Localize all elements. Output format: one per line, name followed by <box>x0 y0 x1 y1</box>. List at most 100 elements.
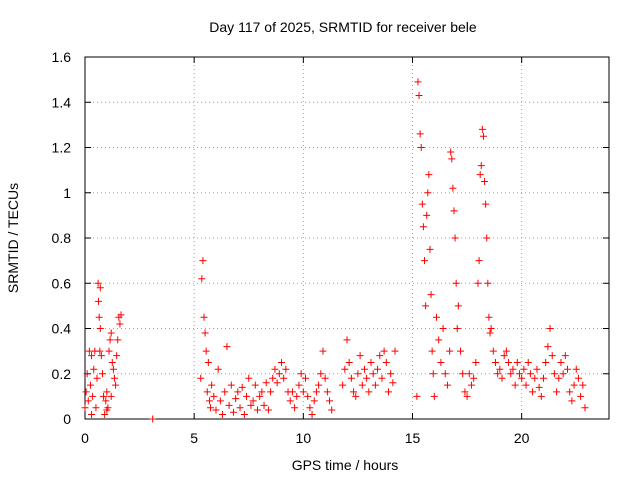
data-point <box>275 370 283 378</box>
data-point <box>271 365 279 373</box>
data-point <box>269 374 277 382</box>
data-point <box>474 279 482 287</box>
data-point <box>498 374 506 382</box>
data-point <box>572 365 580 373</box>
data-point <box>557 358 565 366</box>
data-point <box>105 347 113 355</box>
data-point <box>278 358 285 366</box>
data-point <box>256 392 264 400</box>
data-point <box>555 374 563 382</box>
data-point <box>238 383 246 391</box>
data-point <box>389 379 397 387</box>
data-point <box>89 392 97 400</box>
data-point <box>109 365 117 373</box>
data-point <box>454 302 462 310</box>
data-point <box>484 279 492 287</box>
y-tick-label: 0.6 <box>52 275 72 291</box>
data-point <box>439 325 447 332</box>
data-point <box>447 148 455 156</box>
data-point <box>544 343 552 351</box>
data-point <box>437 358 445 366</box>
data-point <box>451 234 459 242</box>
data-point <box>240 410 248 418</box>
data-point <box>363 374 371 382</box>
data-point <box>371 381 379 389</box>
x-tick-label: 0 <box>81 430 89 446</box>
data-point <box>443 381 451 389</box>
data-point <box>548 352 556 360</box>
data-point <box>293 392 301 400</box>
data-point <box>526 370 534 378</box>
data-point <box>542 358 550 366</box>
data-point <box>280 374 288 382</box>
data-point <box>524 358 532 366</box>
data-point <box>581 404 589 412</box>
data-point <box>258 388 266 396</box>
data-point <box>102 397 110 405</box>
data-point <box>282 365 290 373</box>
data-point <box>350 388 358 396</box>
data-point <box>453 325 461 332</box>
data-point <box>535 383 543 391</box>
data-point <box>308 410 316 418</box>
data-point <box>117 311 125 319</box>
data-point <box>343 336 351 344</box>
data-point <box>367 358 375 366</box>
data-point <box>262 379 270 387</box>
data-point <box>505 358 513 366</box>
data-point <box>234 388 242 396</box>
data-point <box>219 410 227 418</box>
x-tick-label: 20 <box>514 430 530 446</box>
data-point <box>496 365 504 373</box>
data-point <box>103 406 111 414</box>
data-point <box>323 388 331 396</box>
data-point <box>507 370 515 378</box>
data-point <box>419 223 427 231</box>
data-point <box>424 189 432 197</box>
data-point <box>95 297 103 305</box>
data-point <box>291 404 299 412</box>
data-point <box>374 365 382 373</box>
data-point <box>470 374 478 382</box>
data-point <box>310 397 318 405</box>
data-point <box>253 406 261 414</box>
data-point <box>487 325 495 332</box>
data-point <box>243 392 251 400</box>
data-point <box>202 347 210 355</box>
data-point <box>352 392 360 400</box>
data-point <box>500 352 508 360</box>
data-point <box>358 381 366 389</box>
data-point <box>426 245 434 253</box>
data-point <box>236 404 244 412</box>
data-point <box>199 257 207 265</box>
data-point <box>481 177 489 185</box>
data-point <box>378 374 386 382</box>
data-point <box>315 381 323 389</box>
data-point <box>317 370 325 378</box>
data-point <box>391 347 399 355</box>
data-point <box>96 347 104 355</box>
data-point <box>537 392 545 400</box>
data-point <box>564 365 572 373</box>
data-point <box>515 370 523 378</box>
data-point <box>422 302 430 310</box>
data-point <box>448 155 456 163</box>
data-point <box>95 313 103 321</box>
data-point <box>430 392 438 400</box>
data-point <box>203 388 211 396</box>
data-point <box>101 410 109 418</box>
data-point <box>299 388 307 396</box>
data-point <box>561 352 569 360</box>
data-point <box>413 392 421 400</box>
data-point <box>486 329 494 337</box>
data-point <box>414 78 422 86</box>
x-axis-title: GPS time / hours <box>292 457 399 473</box>
y-tick-label: 1.2 <box>52 140 72 156</box>
data-point <box>92 404 100 412</box>
data-point <box>559 370 567 378</box>
data-point <box>461 388 469 396</box>
data-point <box>232 395 240 403</box>
data-point <box>112 381 120 389</box>
data-point <box>529 388 537 396</box>
data-point <box>382 358 390 366</box>
